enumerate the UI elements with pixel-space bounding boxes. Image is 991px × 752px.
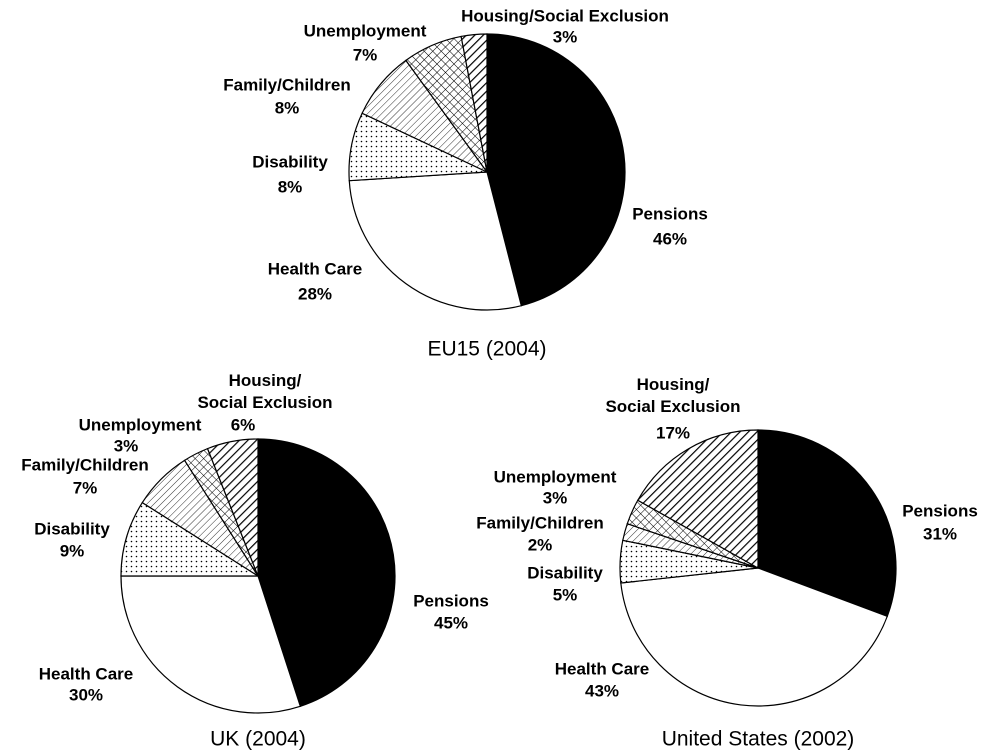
- slice-value-label: 28%: [298, 284, 332, 303]
- slice-value-label: 6%: [231, 415, 256, 434]
- slice-value-label: 45%: [434, 613, 468, 632]
- slice-label: Unemployment: [79, 415, 202, 434]
- slice-label: Housing/Social Exclusion: [461, 6, 669, 25]
- pie-slice: [206, 438, 259, 577]
- slice-label: Family/Children: [223, 75, 351, 94]
- slice-value-label: 17%: [656, 423, 690, 442]
- slice-label: Pensions: [632, 204, 708, 223]
- slice-label: Housing/Social Exclusion: [605, 375, 740, 416]
- slice-label: Unemployment: [304, 21, 427, 40]
- slice-value-label: 8%: [278, 177, 303, 196]
- chart-title: UK (2004): [210, 728, 306, 751]
- slice-value-label: 43%: [585, 681, 619, 700]
- slice-label: Unemployment: [494, 467, 617, 486]
- slice-label: Disability: [34, 519, 110, 538]
- slice-value-label: 46%: [653, 229, 687, 248]
- slice-value-label: 31%: [923, 524, 957, 543]
- slice-value-label: 3%: [553, 27, 578, 46]
- slice-value-label: 8%: [275, 98, 300, 117]
- slice-label: Health Care: [555, 659, 649, 678]
- pie-slice: [636, 429, 759, 570]
- slice-value-label: 2%: [528, 535, 553, 554]
- pie-slice: [620, 567, 889, 707]
- slice-label: Pensions: [413, 591, 489, 610]
- slice-value-label: 3%: [543, 488, 568, 507]
- pie-slice: [460, 33, 488, 173]
- pie-slice: [120, 575, 302, 714]
- slice-value-label: 7%: [353, 45, 378, 64]
- chart-title: United States (2002): [662, 728, 855, 751]
- slice-label: Disability: [527, 563, 603, 582]
- slice-label: Family/Children: [21, 455, 149, 474]
- slice-label: Family/Children: [476, 513, 604, 532]
- pie-slice: [348, 171, 523, 311]
- pie-slice: [757, 429, 897, 618]
- slice-value-label: 5%: [553, 585, 578, 604]
- slice-label: Health Care: [39, 664, 133, 683]
- slice-value-label: 3%: [114, 436, 139, 455]
- slice-value-label: 7%: [73, 478, 98, 497]
- slice-label: Pensions: [902, 501, 978, 520]
- pie-slice: [257, 438, 396, 708]
- slice-label: Health Care: [268, 259, 362, 278]
- pie-slice: [486, 33, 626, 307]
- slice-value-label: 9%: [60, 541, 85, 560]
- chart-title: EU15 (2004): [427, 338, 546, 361]
- slice-label: Disability: [252, 152, 328, 171]
- slice-value-label: 30%: [69, 685, 103, 704]
- slice-label: Housing/Social Exclusion: [197, 371, 332, 412]
